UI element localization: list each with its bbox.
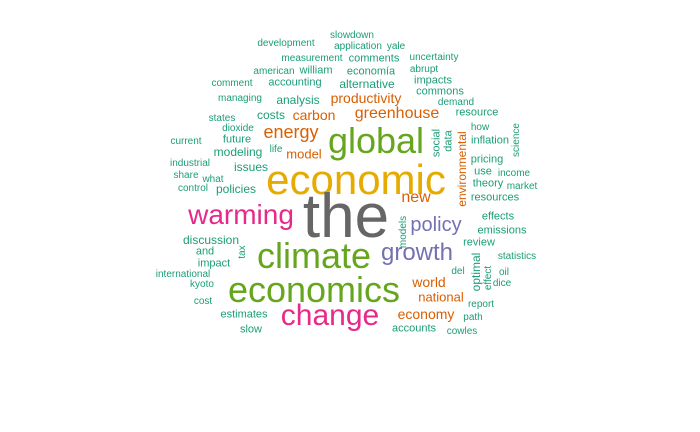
- word-world: world: [412, 274, 446, 290]
- word-market: market: [506, 181, 538, 192]
- word-income: income: [497, 168, 531, 179]
- word-international: international: [155, 269, 211, 280]
- word-costs: costs: [256, 108, 286, 122]
- word-productivity: productivity: [330, 90, 402, 106]
- word-economics: economics: [227, 269, 401, 310]
- word-use: use: [474, 165, 492, 178]
- word-cowles: cowles: [446, 326, 478, 337]
- word-discussion: discussion: [182, 233, 240, 247]
- word-review: review: [463, 236, 495, 249]
- word-what: what: [202, 174, 224, 185]
- word-environmental: environmental: [455, 131, 469, 207]
- word-economic: economic: [266, 156, 446, 203]
- word-comment: comment: [211, 78, 253, 89]
- word-science: science: [511, 123, 522, 157]
- word-social: social: [430, 128, 443, 158]
- word-tax: tax: [237, 245, 248, 259]
- word-how: how: [470, 122, 490, 133]
- word-measurement: measurement: [281, 53, 343, 64]
- word-cost: cost: [193, 296, 213, 307]
- word-oil: oil: [498, 267, 510, 278]
- word-policy: policy: [410, 214, 462, 236]
- word-emissions: emissions: [477, 224, 527, 237]
- word-issues: issues: [233, 160, 269, 174]
- word-dice: dice: [492, 278, 512, 289]
- word-dioxide: dioxide: [222, 123, 254, 134]
- word-statistics: statistics: [497, 251, 537, 262]
- word-growth: growth: [380, 239, 454, 266]
- word-accounts: accounts: [391, 322, 437, 335]
- word-carbon: carbon: [292, 107, 336, 123]
- word-demand: demand: [437, 97, 475, 108]
- word-industrial: industrial: [169, 158, 211, 169]
- word-theory: theory: [472, 177, 504, 190]
- word-estimates: estimates: [220, 308, 268, 321]
- word-change: change: [280, 299, 380, 332]
- word-economy: economy: [397, 306, 455, 322]
- word-development: development: [257, 38, 315, 49]
- word-modeling: modeling: [213, 145, 263, 159]
- word-path: path: [463, 312, 483, 323]
- word-uncertainty: uncertainty: [409, 52, 459, 63]
- word-commons: commons: [416, 85, 464, 98]
- word-slowdown: slowdown: [330, 30, 374, 41]
- word-application: application: [334, 41, 382, 52]
- word-data: data: [442, 130, 455, 152]
- word-climate: climate: [256, 235, 372, 276]
- word-energy: energy: [263, 122, 319, 142]
- word-greenhouse: greenhouse: [354, 105, 440, 122]
- word-new: new: [401, 189, 431, 206]
- word-impact: impact: [197, 257, 231, 270]
- word-impacts: impacts: [414, 74, 452, 87]
- word-del: del: [451, 266, 465, 277]
- word-the: the: [302, 182, 390, 251]
- word-and: and: [195, 245, 215, 258]
- word-policies: policies: [215, 182, 257, 196]
- word-comments: comments: [348, 52, 400, 65]
- word-analysis: analysis: [276, 93, 320, 107]
- word-states: states: [208, 113, 236, 124]
- word-pricing: pricing: [470, 153, 504, 166]
- word-share: share: [173, 170, 199, 181]
- word-american: american: [253, 66, 295, 77]
- word-resources: resources: [470, 191, 520, 204]
- word-report: report: [467, 299, 495, 310]
- word-kyoto: kyoto: [190, 279, 214, 290]
- word-global: global: [327, 120, 425, 161]
- word-life: life: [269, 144, 283, 155]
- word-resource: resource: [455, 106, 499, 119]
- word-alternative: alternative: [339, 77, 395, 91]
- word-national: national: [418, 289, 464, 305]
- word-current: current: [170, 136, 202, 147]
- word-warming: warming: [188, 199, 294, 230]
- word-effects: effects: [481, 210, 515, 223]
- word-control: control: [177, 183, 209, 194]
- word-william: william: [299, 64, 333, 77]
- word-managing: managing: [218, 93, 262, 104]
- word-model: model: [286, 146, 322, 162]
- word-slow: slow: [239, 323, 263, 336]
- word-accounting: accounting: [268, 76, 322, 89]
- word-future: future: [222, 133, 252, 146]
- word-economia: economía: [346, 65, 396, 78]
- word-abrupt: abrupt: [409, 64, 439, 75]
- word-optimal: optimal: [469, 252, 483, 292]
- word-yale: yale: [386, 41, 406, 52]
- word-inflation: inflation: [471, 134, 509, 147]
